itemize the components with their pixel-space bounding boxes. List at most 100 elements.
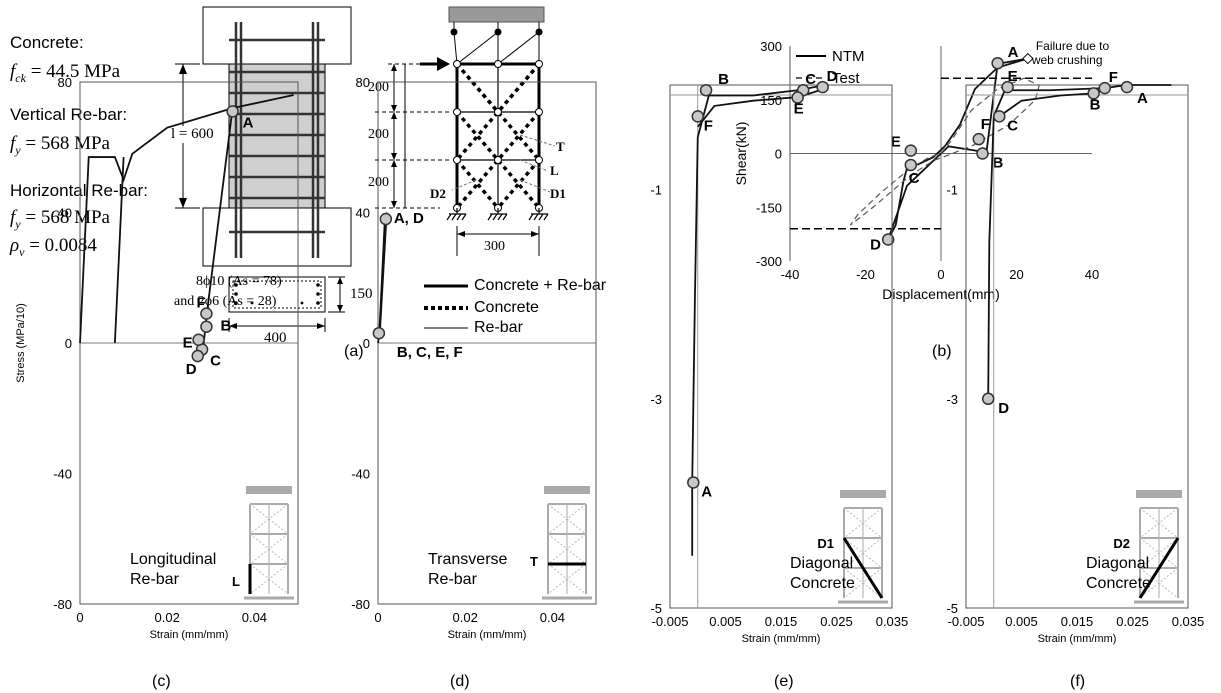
state-label: B — [993, 155, 1004, 172]
x-tick-label: 0.025 — [1116, 614, 1149, 629]
horizontal-rebar-fy: fy = 568 MPa — [10, 208, 110, 230]
x-tick-label: 0.015 — [765, 614, 798, 629]
state-point-a — [226, 105, 239, 118]
x-tick-label: 0.02 — [155, 610, 180, 625]
x-tick-label: 0 — [374, 610, 381, 625]
y-axis-label: Stress (MPa/10) — [15, 303, 27, 382]
fy-value: = 568 MPa — [25, 133, 110, 154]
inset-frame-icon — [244, 486, 294, 600]
state-point-d — [981, 392, 995, 406]
y-tick-label: -5 — [946, 601, 958, 616]
y-tick-label: 150 — [760, 93, 782, 108]
state-label: F — [704, 117, 713, 134]
state-label: C — [1007, 117, 1018, 134]
state-label: E — [891, 134, 901, 151]
section-width-label: 400 — [264, 330, 287, 346]
caption-e: (e) — [774, 673, 794, 690]
height-label: l = 600 — [171, 126, 214, 143]
vertical-rebar-title: Vertical Re-bar: — [10, 105, 128, 124]
concrete-fck: fck = 44.5 MPa — [10, 62, 120, 84]
x-axis-label: Strain (mm/mm) — [150, 629, 229, 641]
state-point-ad — [379, 212, 393, 226]
x-tick-label: 40 — [1085, 267, 1099, 282]
state-label: B — [220, 318, 231, 335]
state-point-f — [1098, 81, 1111, 95]
x-tick-label: -0.005 — [948, 614, 985, 629]
state-label: F — [981, 116, 990, 133]
plot-frame — [965, 84, 1189, 609]
inset-label-line-1: Transverse — [428, 551, 508, 568]
x-tick-label: 0.04 — [242, 610, 267, 625]
rebar-note-2: and 2ϕ6 (As = 28) — [174, 294, 277, 309]
state-point-a — [1120, 80, 1134, 94]
inset-frame-icon — [1134, 490, 1184, 604]
y-tick-label: 40 — [58, 206, 72, 221]
state-point-d — [881, 233, 895, 246]
element-tag: D2 — [1113, 536, 1130, 551]
legend-concrete-rebar: Concrete + Re-bar — [474, 277, 607, 294]
state-label: A — [243, 114, 254, 131]
state-point-b — [976, 147, 989, 160]
state-label: C — [909, 170, 920, 187]
state-label: E — [183, 335, 193, 352]
y-tick-label: -300 — [756, 254, 782, 269]
top-block — [202, 6, 352, 65]
x-tick-label: 0.035 — [876, 614, 909, 629]
state-point-a — [687, 476, 700, 489]
failure-marker-icon — [1022, 52, 1034, 65]
concrete-title: Concrete: — [10, 33, 84, 52]
caption-d: (d) — [450, 673, 470, 690]
state-label: F — [196, 295, 205, 312]
fy2-subscript: y — [15, 216, 21, 231]
element-label-L: L — [550, 163, 559, 178]
inset-label-line-2: Re-bar — [428, 571, 478, 588]
y-tick-label: 40 — [356, 206, 370, 221]
state-point-f — [972, 132, 985, 146]
bottom-block — [202, 207, 352, 267]
state-label: D — [186, 361, 197, 378]
legend-ntm: NTM — [832, 48, 865, 65]
annotation-line-1: Failure due to — [1036, 39, 1110, 53]
element-tag: L — [232, 574, 240, 589]
cross-section — [228, 276, 326, 313]
legend-concrete: Concrete — [474, 299, 539, 316]
plot-frame — [669, 84, 893, 609]
fy2-value: = 568 MPa — [25, 207, 110, 228]
element-tag: D1 — [817, 536, 834, 551]
x-tick-label: -40 — [781, 267, 800, 282]
section-depth-label: 150 — [350, 286, 373, 302]
state-point-e — [192, 333, 205, 346]
state-label: A — [1008, 44, 1019, 61]
load-arrow-icon — [437, 57, 450, 71]
legend-rebar: Re-bar — [474, 319, 523, 336]
y-tick-label: 80 — [58, 75, 72, 90]
x-axis-label: Strain (mm/mm) — [448, 629, 527, 641]
y-tick-label: -3 — [946, 392, 958, 407]
state-label: E — [1008, 68, 1018, 85]
state-label: B — [718, 71, 729, 88]
x-axis-label: Strain (mm/mm) — [742, 633, 821, 645]
rebar-note-1: 8ϕ10 (As = 78) — [196, 274, 282, 289]
x-tick-label: 0.015 — [1061, 614, 1094, 629]
x-tick-label: -20 — [856, 267, 875, 282]
y-tick-label: -40 — [351, 467, 370, 482]
x-tick-label: -0.005 — [652, 614, 689, 629]
state-point-f — [691, 110, 704, 123]
x-tick-label: 0 — [76, 610, 83, 625]
y-tick-label: 0 — [775, 147, 782, 162]
element-label-T: T — [556, 139, 565, 154]
state-label: D — [998, 400, 1009, 417]
state-label: D — [870, 237, 881, 254]
state-point-a — [991, 56, 1004, 70]
fck-symbol: f — [10, 61, 16, 82]
state-point-b — [699, 83, 713, 97]
rho-symbol: ρ — [10, 235, 20, 256]
state-label: D — [827, 68, 838, 85]
x-tick-label: 20 — [1009, 267, 1023, 282]
